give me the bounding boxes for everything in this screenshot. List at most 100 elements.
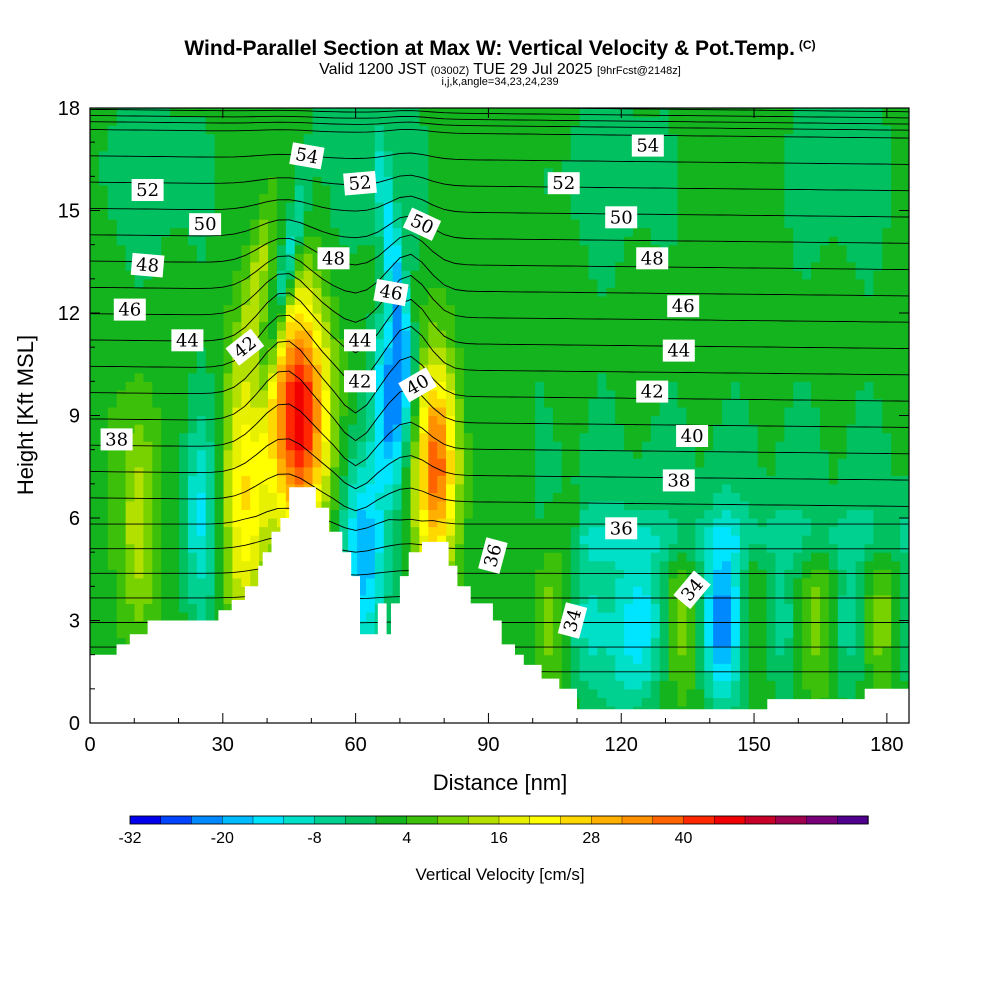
field-cell	[285, 398, 296, 408]
field-cell	[161, 184, 171, 195]
field-cell	[107, 210, 118, 220]
field-cell	[410, 364, 420, 374]
field-cell	[250, 398, 260, 408]
field-cell	[615, 492, 625, 502]
field-cell	[205, 261, 216, 271]
field-cell	[365, 210, 376, 220]
field-cell	[686, 637, 696, 647]
field-cell	[205, 415, 216, 425]
field-cell	[143, 432, 153, 442]
field-cell	[499, 449, 509, 459]
field-cell	[116, 236, 127, 246]
field-cell	[454, 219, 465, 229]
field-cell	[365, 253, 376, 263]
field-cell	[152, 364, 162, 374]
field-cell	[597, 330, 607, 340]
field-cell	[641, 441, 652, 451]
field-cell	[686, 133, 696, 143]
field-cell	[686, 500, 696, 511]
field-cell	[650, 270, 661, 280]
field-cell	[303, 466, 314, 476]
field-cell	[633, 688, 643, 698]
field-cell	[463, 415, 474, 425]
field-cell	[303, 304, 314, 314]
field-cell	[597, 236, 607, 246]
field-cell	[668, 159, 679, 169]
field-cell	[357, 108, 367, 118]
field-cell	[259, 347, 269, 357]
field-cell	[454, 261, 465, 271]
field-cell	[241, 116, 251, 126]
field-cell	[107, 552, 118, 562]
field-cell	[383, 364, 394, 374]
field-cell	[321, 201, 331, 212]
field-cell	[401, 201, 412, 212]
field-cell	[463, 167, 474, 177]
field-cell	[659, 518, 670, 528]
field-cell	[544, 654, 554, 664]
field-cell	[579, 492, 590, 502]
field-cell	[223, 219, 234, 229]
field-cell	[597, 671, 607, 681]
field-cell	[686, 270, 696, 280]
field-cell	[633, 406, 643, 417]
field-cell	[330, 424, 340, 434]
field-cell	[454, 278, 465, 288]
field-cell	[152, 406, 162, 417]
field-cell	[134, 219, 145, 229]
field-cell	[668, 535, 679, 545]
field-cell	[490, 295, 501, 306]
field-cell	[161, 278, 171, 288]
field-cell	[214, 338, 225, 348]
field-cell	[268, 398, 278, 408]
field-cell	[125, 381, 136, 391]
field-cell	[561, 201, 572, 212]
field-cell	[143, 372, 153, 382]
field-cell	[143, 381, 153, 391]
field-cell	[134, 492, 145, 502]
field-cell	[668, 313, 679, 323]
field-cell	[641, 526, 652, 536]
field-cell	[695, 116, 705, 126]
field-cell	[499, 398, 509, 408]
field-cell	[410, 338, 420, 348]
field-cell	[241, 133, 251, 143]
field-cell	[401, 176, 412, 186]
field-cell	[508, 552, 518, 562]
field-cell	[303, 424, 314, 434]
field-cell	[526, 227, 536, 237]
field-cell	[633, 543, 643, 553]
field-cell	[348, 424, 358, 434]
field-cell	[232, 535, 242, 545]
field-cell	[339, 133, 349, 143]
field-cell	[214, 321, 225, 331]
chart-title-units: (C)	[798, 38, 816, 52]
field-cell	[107, 313, 118, 323]
field-cell	[561, 543, 572, 553]
field-cell	[508, 167, 518, 177]
field-cell	[419, 295, 429, 306]
field-cell	[499, 389, 509, 400]
field-cell	[615, 500, 625, 511]
field-cell	[517, 159, 527, 169]
field-cell	[561, 637, 572, 647]
field-cell	[499, 253, 509, 263]
field-cell	[659, 526, 670, 536]
field-cell	[134, 518, 145, 528]
field-cell	[428, 355, 438, 365]
field-cell	[517, 441, 527, 451]
field-cell	[410, 193, 420, 203]
field-cell	[179, 355, 189, 365]
field-cell	[526, 406, 536, 417]
field-cell	[196, 603, 207, 613]
field-cell	[285, 236, 296, 246]
field-cell	[357, 552, 367, 562]
field-cell	[134, 159, 145, 169]
field-cell	[579, 304, 590, 314]
field-cell	[250, 167, 260, 177]
field-cell	[437, 372, 447, 382]
field-cell	[125, 236, 136, 246]
field-cell	[668, 227, 679, 237]
field-cell	[312, 372, 323, 382]
field-cell	[348, 244, 358, 254]
